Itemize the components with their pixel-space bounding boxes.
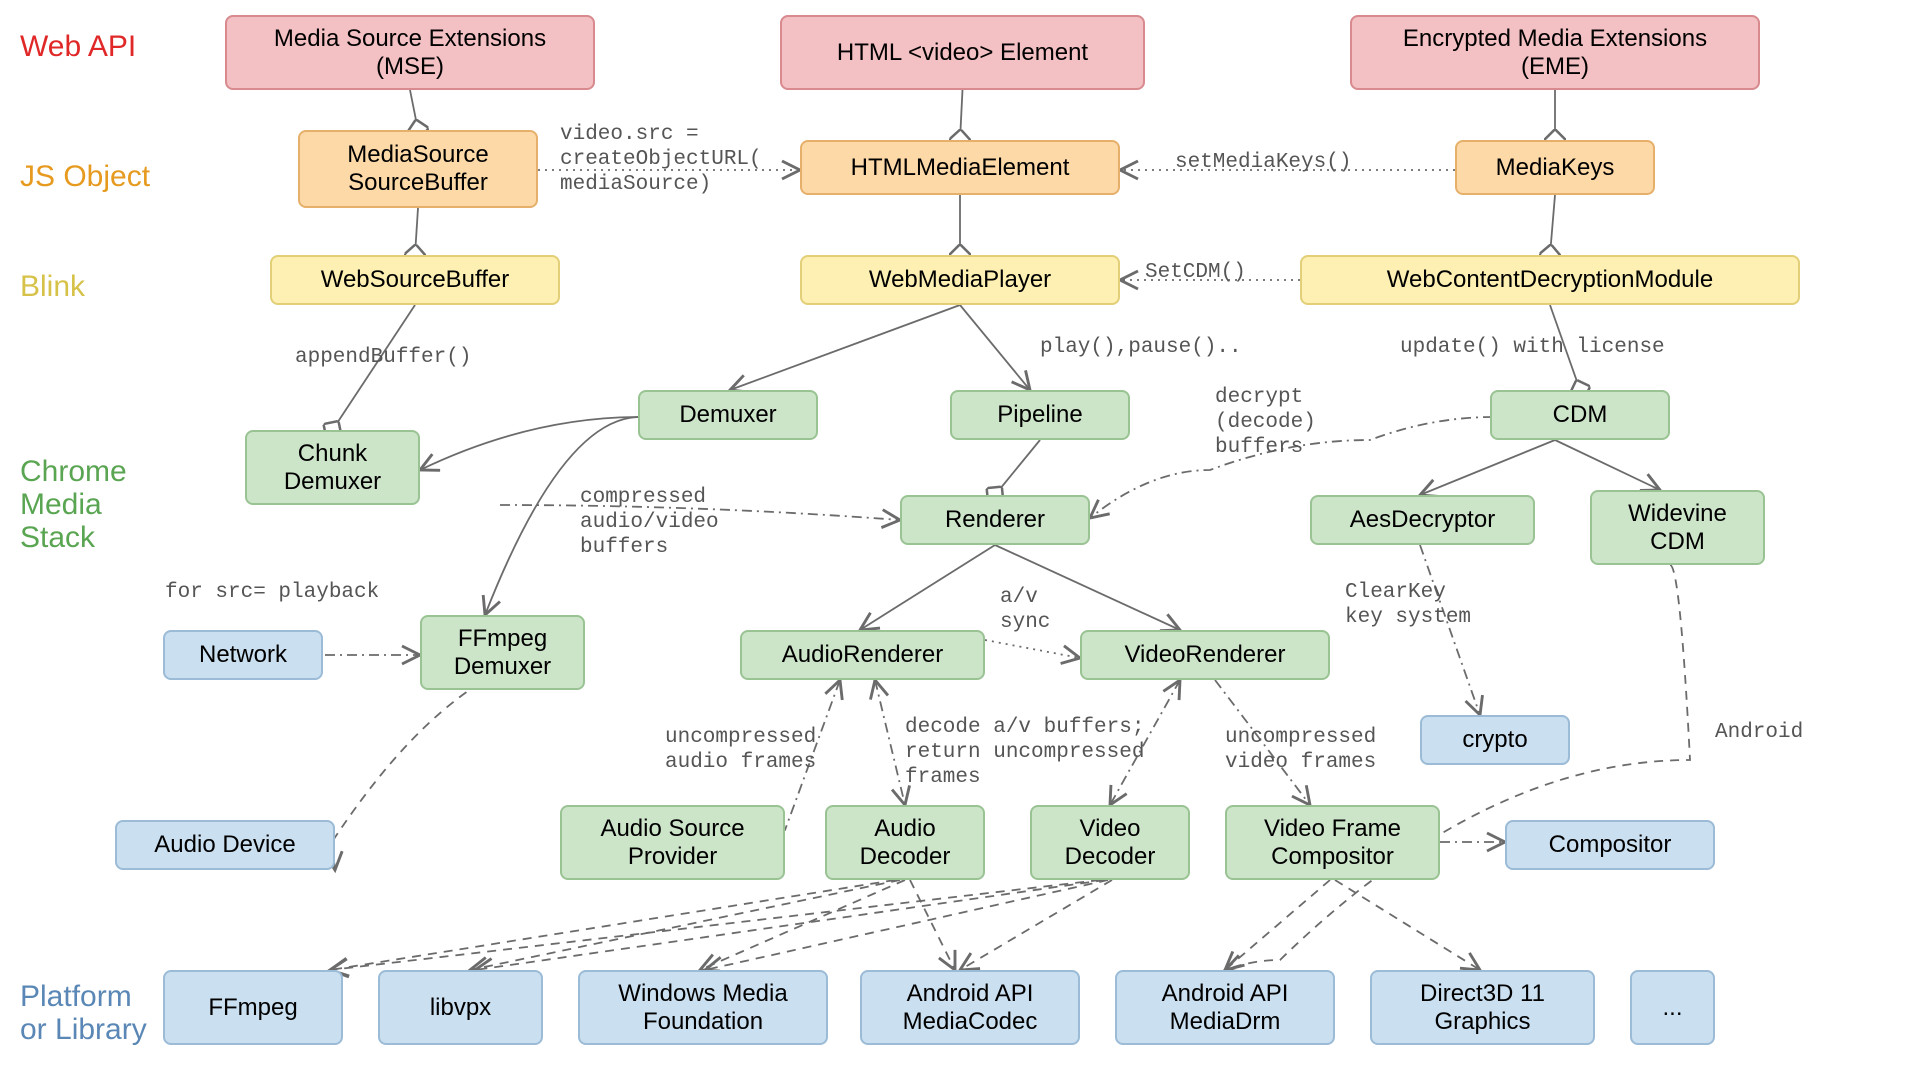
node-adec: Audio Decoder xyxy=(825,805,985,880)
edge xyxy=(330,880,1100,970)
edge xyxy=(1420,440,1555,495)
row-label-rl-webapi: Web API xyxy=(20,30,136,63)
edge-label-el-avs: a/v sync xyxy=(1000,585,1050,635)
edge-label-el-scdm: SetCDM() xyxy=(1145,260,1246,285)
node-wmf: Windows Media Foundation xyxy=(578,970,828,1045)
edge xyxy=(700,880,905,970)
edge-label-el-cobj: video.src = createObjectURL( mediaSource… xyxy=(560,122,762,198)
edge xyxy=(875,680,905,805)
edge xyxy=(960,880,1112,970)
node-libvpx: libvpx xyxy=(378,970,543,1045)
node-wvcdm: Widevine CDM xyxy=(1590,490,1765,565)
edge xyxy=(960,90,963,140)
node-ffmpeg: FFmpeg xyxy=(163,970,343,1045)
edge-label-el-cavb: compressed audio/video buffers xyxy=(580,485,719,561)
node-amcodec: Android API MediaCodec xyxy=(860,970,1080,1045)
node-net: Network xyxy=(163,630,323,680)
edge xyxy=(730,305,960,390)
edge-label-el-dab: decode a/v buffers; return uncompressed … xyxy=(905,715,1144,791)
node-dots: ... xyxy=(1630,970,1715,1045)
node-adev: Audio Device xyxy=(115,820,335,870)
edge-label-el-uvf: uncompressed video frames xyxy=(1225,725,1376,775)
node-wcdm: WebContentDecryptionModule xyxy=(1300,255,1800,305)
node-arend: AudioRenderer xyxy=(740,630,985,680)
node-comp: Compositor xyxy=(1505,820,1715,870)
node-wmp: WebMediaPlayer xyxy=(800,255,1120,305)
edge xyxy=(985,640,1080,658)
node-vfc: Video Frame Compositor xyxy=(1225,805,1440,880)
node-vdec: Video Decoder xyxy=(1030,805,1190,880)
edge-label-el-and: Android xyxy=(1715,720,1803,745)
edge xyxy=(330,880,895,970)
edge-label-el-ddb: decrypt (decode) buffers xyxy=(1215,385,1316,461)
edge-label-el-play: play(),pause().. xyxy=(1040,335,1242,360)
node-cdm: CDM xyxy=(1490,390,1670,440)
diagram-root: { "canvas":{"w":1920,"h":1078}, "palette… xyxy=(0,0,1920,1078)
edge xyxy=(1550,195,1555,255)
node-crypto: crypto xyxy=(1420,715,1570,765)
edge xyxy=(705,880,1108,970)
node-amdrm: Android API MediaDrm xyxy=(1115,970,1335,1045)
edge xyxy=(1335,880,1480,970)
node-chunkd: Chunk Demuxer xyxy=(245,430,420,505)
node-mssb: MediaSource SourceBuffer xyxy=(298,130,538,208)
edge-label-el-uaf: uncompressed audio frames xyxy=(665,725,816,775)
edge xyxy=(475,880,1105,970)
row-label-rl-cms: Chrome Media Stack xyxy=(20,455,127,554)
node-demux: Demuxer xyxy=(638,390,818,440)
node-vrend: VideoRenderer xyxy=(1080,630,1330,680)
row-label-rl-jsobj: JS Object xyxy=(20,160,150,193)
edge-label-el-ck: ClearKey key system xyxy=(1345,580,1471,630)
edge xyxy=(960,305,1030,390)
edge-label-el-src: for src= playback xyxy=(165,580,379,605)
node-ffdemux: FFmpeg Demuxer xyxy=(420,615,585,690)
node-pipe: Pipeline xyxy=(950,390,1130,440)
node-mkeys: MediaKeys xyxy=(1455,140,1655,195)
node-asp: Audio Source Provider xyxy=(560,805,785,880)
edge xyxy=(1225,880,1330,970)
row-label-rl-plat: Platform or Library xyxy=(20,980,147,1046)
edge xyxy=(995,440,1040,495)
node-mse: Media Source Extensions (MSE) xyxy=(225,15,595,90)
edge xyxy=(415,208,418,255)
edge-label-el-smk: setMediaKeys() xyxy=(1175,150,1351,175)
node-d3d: Direct3D 11 Graphics xyxy=(1370,970,1595,1045)
node-eme: Encrypted Media Extensions (EME) xyxy=(1350,15,1760,90)
node-aesd: AesDecryptor xyxy=(1310,495,1535,545)
node-wsb: WebSourceBuffer xyxy=(270,255,560,305)
row-label-rl-blink: Blink xyxy=(20,270,85,303)
edge xyxy=(910,880,955,970)
edge xyxy=(860,545,995,630)
edge-label-el-appb: appendBuffer() xyxy=(295,345,471,370)
edge xyxy=(410,90,418,130)
edge-label-el-upd: update() with license xyxy=(1400,335,1665,360)
edge xyxy=(470,880,900,970)
node-video: HTML <video> Element xyxy=(780,15,1145,90)
node-rend: Renderer xyxy=(900,495,1090,545)
edge xyxy=(420,417,640,470)
node-hme: HTMLMediaElement xyxy=(800,140,1120,195)
edge xyxy=(1555,440,1660,490)
